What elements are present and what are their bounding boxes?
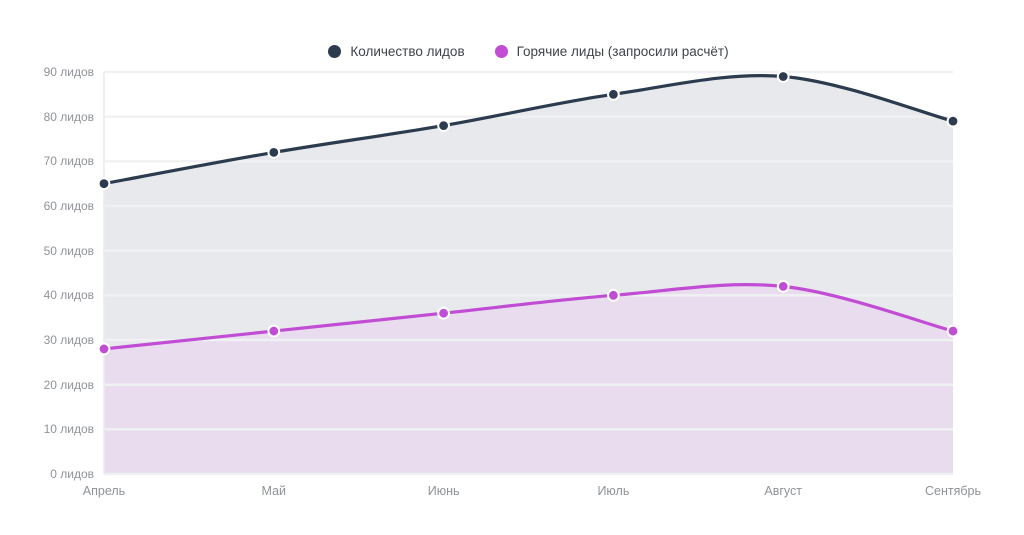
series-line [102,74,955,186]
y-axis-tick-label: 90 лидов [43,65,94,79]
data-point[interactable] [946,114,960,128]
data-point[interactable] [437,119,451,132]
data-point[interactable] [97,342,111,356]
data-point[interactable] [267,324,281,338]
legend-dot-icon [494,45,508,59]
y-axis-tick-label: 70 лидов [43,154,94,169]
x-axis-tick-label: Июль [597,484,630,498]
x-axis-tick-label: Апрель [82,484,126,498]
data-point[interactable] [946,324,960,338]
data-point[interactable] [97,177,111,191]
x-axis-tick-label: Май [261,484,287,498]
data-point[interactable] [607,87,620,101]
y-axis-tick-label: 30 лидов [43,333,94,347]
y-axis-tick-label: 20 лидов [43,377,94,392]
series-line [102,283,955,351]
y-axis-tick-label: 40 лидов [43,288,94,303]
data-point[interactable] [267,146,281,159]
legend-item-label: Количество лидов [350,44,465,59]
x-axis-tick-label: Июнь [427,484,460,498]
chart-legend: Количество лидов Горячие лиды (запросили … [104,45,953,59]
y-axis-tick-label: 50 лидов [43,243,94,258]
data-point[interactable] [776,280,790,293]
legend-item[interactable]: Горячие лиды (запросили расчёт) [494,44,729,59]
data-point[interactable] [776,70,790,83]
legend-dot-icon [328,45,342,59]
series-area [104,284,953,474]
y-axis-tick-label: 10 лидов [43,422,94,437]
y-axis-tick-label: 0 лидов [50,467,94,481]
y-axis-tick-label: 80 лидов [43,109,94,124]
y-axis-tick-label: 60 лидов [43,199,94,213]
data-point[interactable] [607,288,620,302]
data-point[interactable] [437,306,451,320]
x-axis-tick-label: Сентябрь [925,484,981,498]
legend-item-label: Горячие лиды (запросили расчёт) [516,44,729,59]
x-axis-tick-label: Август [764,484,802,498]
legend-item[interactable]: Количество лидов [328,44,465,59]
